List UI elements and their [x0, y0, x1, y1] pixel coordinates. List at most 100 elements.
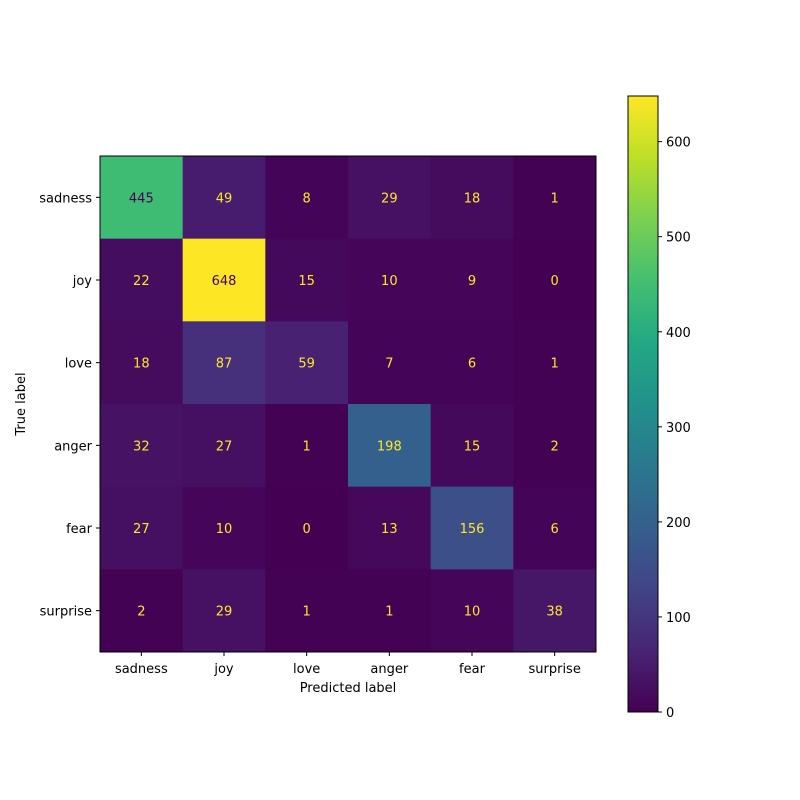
cell-value-label: 29 — [216, 605, 233, 620]
matrix-cell — [182, 321, 266, 405]
matrix-cell — [513, 321, 597, 405]
x-tick-label: anger — [370, 662, 408, 677]
x-tick-label: fear — [459, 662, 486, 677]
matrix-cell — [513, 156, 597, 240]
cell-value-label: 27 — [133, 522, 150, 537]
matrix-cell — [513, 486, 597, 570]
cell-value-label: 1 — [551, 357, 559, 372]
matrix-cell — [513, 404, 597, 488]
colorbar-tick-label: 600 — [666, 136, 691, 151]
matrix-cell — [182, 156, 266, 240]
cell-value-label: 29 — [381, 191, 398, 206]
y-axis-label: True label — [14, 372, 29, 436]
colorbar-tick-label: 200 — [666, 516, 691, 531]
matrix-cell — [100, 156, 184, 240]
y-tick-label: fear — [66, 522, 93, 537]
matrix-cell — [100, 404, 184, 488]
matrix-cell — [182, 238, 266, 322]
colorbar-tick-label: 100 — [666, 611, 691, 626]
matrix-cell — [430, 404, 514, 488]
cell-value-label: 18 — [133, 357, 150, 372]
cell-value-label: 198 — [377, 439, 402, 454]
x-tick-label: love — [293, 662, 320, 677]
x-axis: sadness joy love anger fear surprise — [115, 652, 581, 677]
matrix-cell — [182, 486, 266, 570]
cell-value-label: 27 — [216, 439, 233, 454]
matrix-cell — [265, 486, 349, 570]
y-axis: sadness joy love anger fear surprise — [39, 191, 100, 620]
cell-value-label: 1 — [303, 439, 311, 454]
cell-value-label: 2 — [551, 439, 559, 454]
x-tick-label: joy — [213, 662, 234, 677]
matrix-cell — [100, 569, 184, 653]
matrix-cell — [430, 486, 514, 570]
cell-value-label: 10 — [381, 274, 398, 289]
cell-value-label: 7 — [385, 357, 393, 372]
matrix-cell — [348, 321, 432, 405]
matrix-cell — [430, 569, 514, 653]
x-axis-label: Predicted label — [300, 681, 397, 696]
cell-value-label: 38 — [546, 605, 563, 620]
x-tick-label: sadness — [115, 662, 168, 677]
matrix-cell — [265, 404, 349, 488]
colorbar-tick-label: 0 — [666, 706, 674, 721]
cell-value-label: 8 — [303, 191, 311, 206]
cell-value-label: 10 — [216, 522, 233, 537]
cell-value-label: 18 — [464, 191, 481, 206]
y-tick-label: sadness — [39, 191, 92, 206]
y-tick-label: love — [65, 357, 92, 372]
plot-frame — [99, 155, 597, 653]
cell-value-label: 648 — [212, 274, 237, 289]
matrix-cell — [265, 321, 349, 405]
cell-value-label: 15 — [464, 439, 481, 454]
matrix-cell — [265, 156, 349, 240]
cell-value-label: 49 — [216, 191, 233, 206]
cell-value-label: 32 — [133, 439, 150, 454]
colorbar-axis: 0 100 200 300 400 500 600 — [658, 136, 691, 721]
matrix-cell — [513, 569, 597, 653]
cell-value-label: 10 — [464, 605, 481, 620]
matrix-cell — [265, 238, 349, 322]
cell-value-label: 156 — [460, 522, 485, 537]
matrix-cells: 445 49 8 29 18 122 648 15 10 9 018 87 59 7 6 132 27 1 198 1… — [100, 156, 597, 653]
y-tick-label: anger — [54, 439, 92, 454]
cell-value-label: 87 — [216, 357, 233, 372]
cell-value-label: 2 — [137, 605, 145, 620]
cell-value-label: 6 — [468, 357, 476, 372]
cell-value-label: 6 — [551, 522, 559, 537]
cell-value-label: 59 — [298, 357, 315, 372]
matrix-cell — [430, 321, 514, 405]
cell-value-label: 15 — [298, 274, 315, 289]
y-tick-label: joy — [72, 274, 93, 289]
cell-value-label: 13 — [381, 522, 398, 537]
matrix-cell — [100, 238, 184, 322]
matrix-cell — [265, 569, 349, 653]
cell-value-label: 0 — [303, 522, 311, 537]
cell-value-label: 9 — [468, 274, 476, 289]
matrix-cell — [100, 321, 184, 405]
matrix-cell — [348, 238, 432, 322]
cell-value-label: 445 — [129, 191, 154, 206]
matrix-cell — [100, 486, 184, 570]
x-tick-label: surprise — [528, 662, 580, 677]
matrix-cell — [430, 238, 514, 322]
matrix-cell — [182, 404, 266, 488]
matrix-cell — [348, 156, 432, 240]
colorbar-tick-label: 400 — [666, 326, 691, 341]
y-tick-label: surprise — [40, 605, 92, 620]
matrix-cell — [348, 404, 432, 488]
matrix-cell — [348, 569, 432, 653]
matrix-cell — [348, 486, 432, 570]
cell-value-label: 1 — [551, 191, 559, 206]
colorbar-tick-label: 300 — [666, 421, 691, 436]
cell-value-label: 1 — [303, 605, 311, 620]
cell-value-label: 22 — [133, 274, 150, 289]
cell-value-label: 0 — [551, 274, 559, 289]
cell-value-label: 1 — [385, 605, 393, 620]
matrix-cell — [182, 569, 266, 653]
colorbar — [627, 95, 659, 713]
colorbar-tick-label: 500 — [666, 231, 691, 246]
matrix-cell — [430, 156, 514, 240]
matrix-cell — [513, 238, 597, 322]
